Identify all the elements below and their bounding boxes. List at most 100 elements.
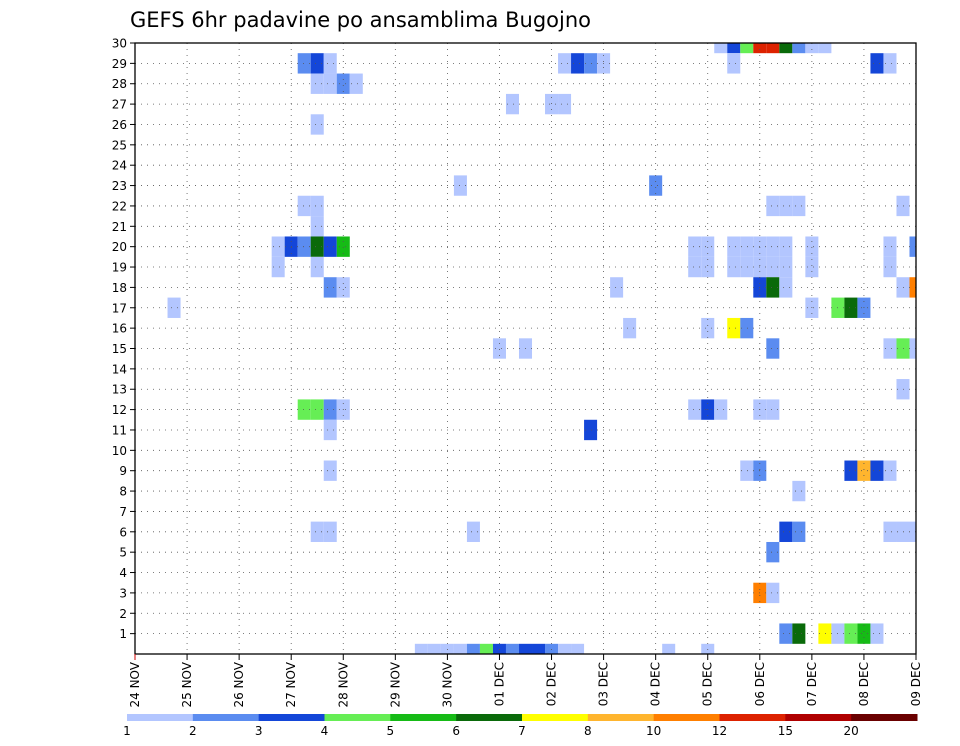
colorbar-swatch [719, 714, 786, 721]
heatmap-cell [909, 521, 916, 542]
heatmap-cell [896, 379, 910, 400]
heatmap-cell [766, 541, 780, 563]
heatmap-cell [532, 643, 546, 654]
x-tick-label: 03 DEC [597, 662, 611, 706]
heatmap-cell [792, 195, 806, 217]
heatmap-cell [701, 643, 715, 654]
heatmap-cell [310, 236, 324, 257]
heatmap-cell [518, 643, 533, 654]
y-tick-label: 25 [112, 138, 127, 152]
colorbar-swatch [785, 714, 852, 721]
heatmap-cell [349, 73, 363, 94]
chart-title: GEFS 6hr padavine po ansamblima Bugojno [130, 8, 591, 32]
colorbar-tick-label: 12 [712, 724, 727, 738]
heatmap-cell [896, 338, 910, 359]
x-tick-label: 27 NOV [284, 661, 298, 707]
heatmap-cell [323, 460, 337, 481]
heatmap-cell [310, 399, 324, 420]
heatmap-cell [766, 256, 780, 278]
y-tick-label: 5 [119, 546, 127, 560]
colorbar-swatch [324, 714, 391, 721]
heatmap-cell [649, 175, 663, 196]
x-tick-label: 08 DEC [857, 662, 871, 706]
heatmap-cell [323, 521, 337, 542]
heatmap-cell [883, 521, 897, 542]
heatmap-cell [701, 317, 715, 339]
y-tick-label: 29 [112, 57, 127, 71]
y-tick-label: 23 [112, 179, 127, 193]
heatmap-cell [623, 317, 637, 339]
heatmap-cell [545, 93, 559, 115]
heatmap-cell [779, 195, 793, 217]
y-tick-label: 13 [112, 383, 127, 397]
heatmap-cell [688, 399, 702, 420]
y-tick-label: 27 [112, 98, 127, 112]
heatmap-cell [571, 53, 585, 74]
y-tick-label: 19 [112, 261, 127, 275]
heatmap-cell [766, 582, 780, 604]
heatmap-cell [727, 53, 741, 74]
heatmap-cell [584, 419, 598, 441]
colorbar-swatch [522, 714, 589, 721]
x-tick-label: 07 DEC [805, 662, 819, 706]
heatmap-cell [571, 643, 585, 654]
heatmap-cell [323, 53, 337, 74]
heatmap-cell [805, 43, 819, 54]
heatmap-cell [466, 521, 480, 542]
heatmap-cell [779, 277, 793, 298]
heatmap-cell [271, 256, 285, 278]
heatmap-cell [701, 256, 715, 278]
heatmap-cell [766, 399, 780, 420]
y-tick-label: 15 [112, 342, 127, 356]
colorbar-swatch [456, 714, 523, 721]
colorbar-swatch [851, 714, 918, 721]
heatmap-cell [714, 399, 728, 420]
heatmap-cell [505, 93, 519, 115]
colorbar-tick-label: 1 [123, 724, 131, 738]
colorbar-tick-label: 3 [255, 724, 263, 738]
heatmap-cell [779, 256, 793, 278]
heatmap-cell [844, 623, 858, 644]
heatmap-cell [870, 623, 884, 644]
y-tick-label: 26 [112, 118, 127, 132]
x-tick-label: 30 NOV [440, 661, 454, 707]
x-tick-label: 05 DEC [701, 662, 715, 706]
y-tick-label: 30 [112, 37, 127, 51]
x-tick-label: 04 DEC [649, 662, 663, 706]
heatmap-cell [870, 460, 884, 481]
heatmap-cell [701, 236, 715, 257]
heatmap-cell [310, 73, 324, 94]
heatmap-cell [844, 297, 858, 318]
y-tick-label: 1 [119, 627, 127, 641]
heatmap-cell [727, 43, 741, 54]
heatmap-cell [310, 521, 324, 542]
heatmap-cell [688, 256, 702, 278]
y-tick-label: 21 [112, 220, 127, 234]
heatmap-cell [779, 236, 793, 257]
x-tick-label: 28 NOV [336, 661, 350, 707]
x-tick-label: 24 NOV [128, 661, 142, 707]
heatmap-cell [909, 338, 916, 359]
x-tick-label: 01 DEC [492, 662, 506, 706]
heatmap-cell [766, 195, 780, 217]
colorbar-tick-label: 10 [646, 724, 661, 738]
heatmap-cell [584, 53, 598, 74]
y-tick-label: 18 [112, 281, 127, 295]
heatmap-cell [492, 643, 506, 654]
y-tick-label: 20 [112, 240, 127, 254]
heatmap-cell [792, 521, 806, 542]
heatmap-cell [453, 643, 467, 654]
heatmap-cell [479, 643, 493, 654]
colorbar-tick-label: 2 [189, 724, 197, 738]
heatmap-cell [727, 256, 741, 278]
y-tick-label: 12 [112, 403, 127, 417]
heatmap-cell [792, 623, 806, 644]
heatmap-cell [883, 53, 897, 74]
heatmap-cell [870, 53, 884, 74]
y-tick-label: 28 [112, 77, 127, 91]
heatmap-cell [844, 460, 858, 481]
heatmap-cell [558, 93, 572, 115]
y-tick-label: 22 [112, 199, 127, 213]
heatmap-cell [323, 277, 337, 298]
